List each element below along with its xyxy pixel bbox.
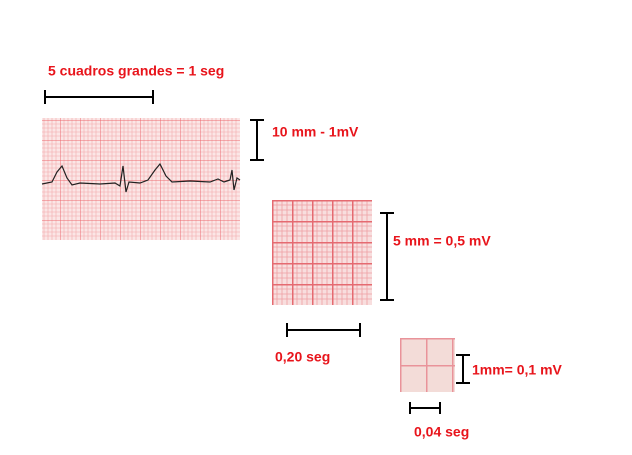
bracket: [409, 402, 441, 414]
label: 5 cuadros grandes = 1 seg: [48, 63, 224, 79]
ecg-trace: [41, 162, 241, 193]
bracket: [44, 90, 154, 104]
grid-sample: [400, 338, 455, 392]
bracket: [250, 119, 264, 161]
bracket: [286, 323, 361, 337]
label: 0,04 seg: [414, 424, 469, 440]
bracket: [456, 354, 470, 384]
bracket: [380, 212, 394, 301]
grid-sample: [272, 200, 372, 305]
label: 5 mm = 0,5 mV: [393, 233, 491, 249]
label: 0,20 seg: [275, 349, 330, 365]
label: 1mm= 0,1 mV: [472, 362, 563, 378]
label: 10 mm - 1mV: [272, 124, 359, 140]
ecg-strip: [42, 118, 240, 240]
